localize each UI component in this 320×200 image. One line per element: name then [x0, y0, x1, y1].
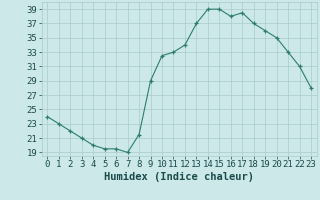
X-axis label: Humidex (Indice chaleur): Humidex (Indice chaleur) [104, 172, 254, 182]
